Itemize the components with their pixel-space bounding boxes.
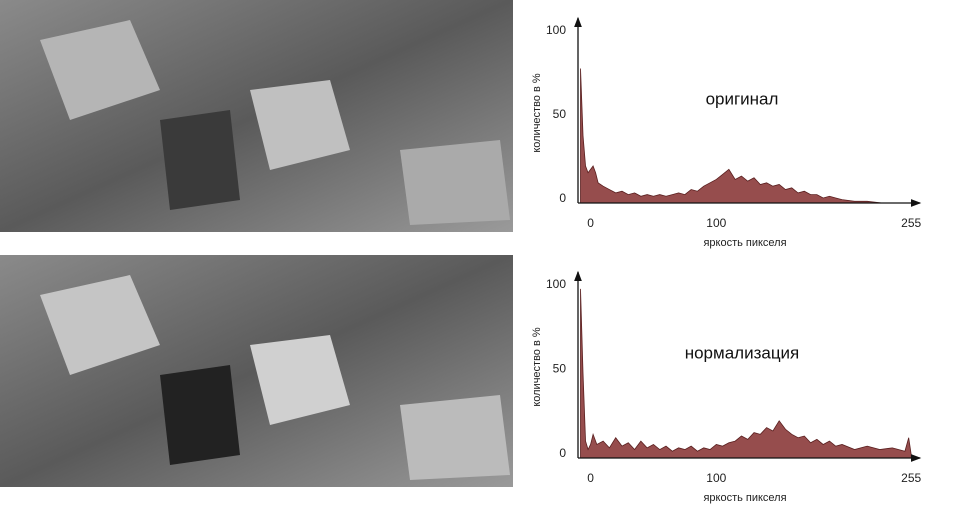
x-tick-label: 255 bbox=[901, 471, 921, 485]
x-tick-label: 0 bbox=[587, 216, 594, 230]
photo-normalized bbox=[0, 255, 513, 487]
x-axis-label: яркость пикселя bbox=[703, 492, 786, 504]
y-tick-label: 100 bbox=[546, 23, 566, 37]
histogram-area bbox=[580, 68, 883, 204]
photo-original bbox=[0, 0, 513, 232]
histogram-area bbox=[580, 288, 912, 459]
x-tick-label: 100 bbox=[706, 471, 726, 485]
y-tick-label: 50 bbox=[553, 107, 567, 121]
y-axis-label: количество в % bbox=[531, 73, 543, 153]
x-axis-label: яркость пикселя bbox=[703, 237, 786, 249]
x-tick-label: 0 bbox=[587, 471, 594, 485]
annotation: оригинал bbox=[706, 89, 779, 108]
y-tick-label: 100 bbox=[546, 277, 566, 291]
y-tick-label: 0 bbox=[559, 446, 566, 460]
x-tick-label: 255 bbox=[901, 216, 921, 230]
y-tick-label: 0 bbox=[559, 191, 566, 205]
annotation: нормализация bbox=[685, 343, 800, 362]
x-tick-label: 100 bbox=[706, 216, 726, 230]
y-tick-label: 50 bbox=[553, 362, 567, 376]
y-axis-label: количество в % bbox=[531, 327, 543, 407]
